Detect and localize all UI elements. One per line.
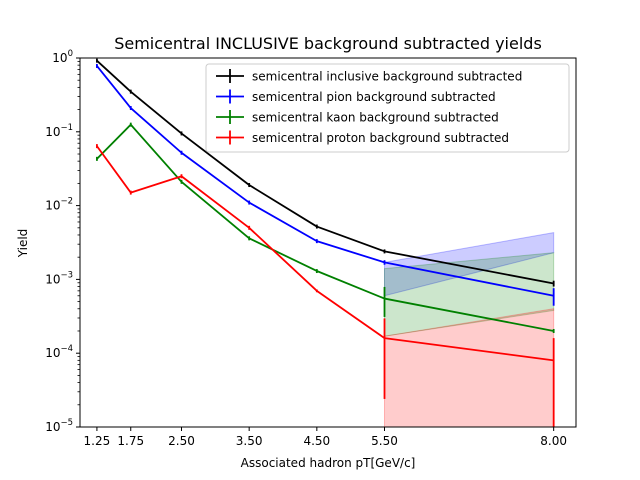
y-tick-label: 10−2 xyxy=(45,197,73,213)
legend: semicentral inclusive background subtrac… xyxy=(205,63,570,153)
legend-entry-label: semicentral inclusive background subtrac… xyxy=(252,70,522,84)
x-tick-label: 1.75 xyxy=(117,434,144,448)
chart-title: Semicentral INCLUSIVE background subtrac… xyxy=(114,34,542,53)
y-tick-label: 10−4 xyxy=(45,344,73,360)
x-tick-label: 5.50 xyxy=(371,434,398,448)
x-axis-label: Associated hadron pT[GeV/c] xyxy=(241,456,416,470)
y-tick-label: 10−1 xyxy=(45,123,73,139)
legend-entry-label: semicentral pion background subtracted xyxy=(252,90,496,104)
legend-entry-label: semicentral kaon background subtracted xyxy=(252,111,499,125)
plot-area-frame xyxy=(79,57,577,428)
y-axis-ticks: 10−5 10−4 10−3 10−2 10−1 100 xyxy=(45,49,80,434)
y-tick-label: 10−5 xyxy=(45,418,73,434)
y-tick-label: 10−3 xyxy=(45,270,73,286)
x-tick-label: 4.50 xyxy=(303,434,330,448)
x-tick-label: 8.00 xyxy=(540,434,567,448)
y-tick-label: 100 xyxy=(52,49,73,65)
uncertainty-bands xyxy=(384,232,555,428)
legend-box xyxy=(205,63,570,153)
x-axis-ticks: 1.25 1.75 2.50 3.50 4.50 5.50 8.00 xyxy=(84,427,567,448)
x-tick-label: 1.25 xyxy=(84,434,111,448)
y-axis-label: Yield xyxy=(16,229,30,259)
x-tick-label: 2.50 xyxy=(168,434,195,448)
error-bars xyxy=(96,58,555,427)
band-series-1 xyxy=(384,232,555,297)
x-tick-label: 3.50 xyxy=(236,434,263,448)
legend-entry-label: semicentral proton background subtracted xyxy=(252,131,509,145)
